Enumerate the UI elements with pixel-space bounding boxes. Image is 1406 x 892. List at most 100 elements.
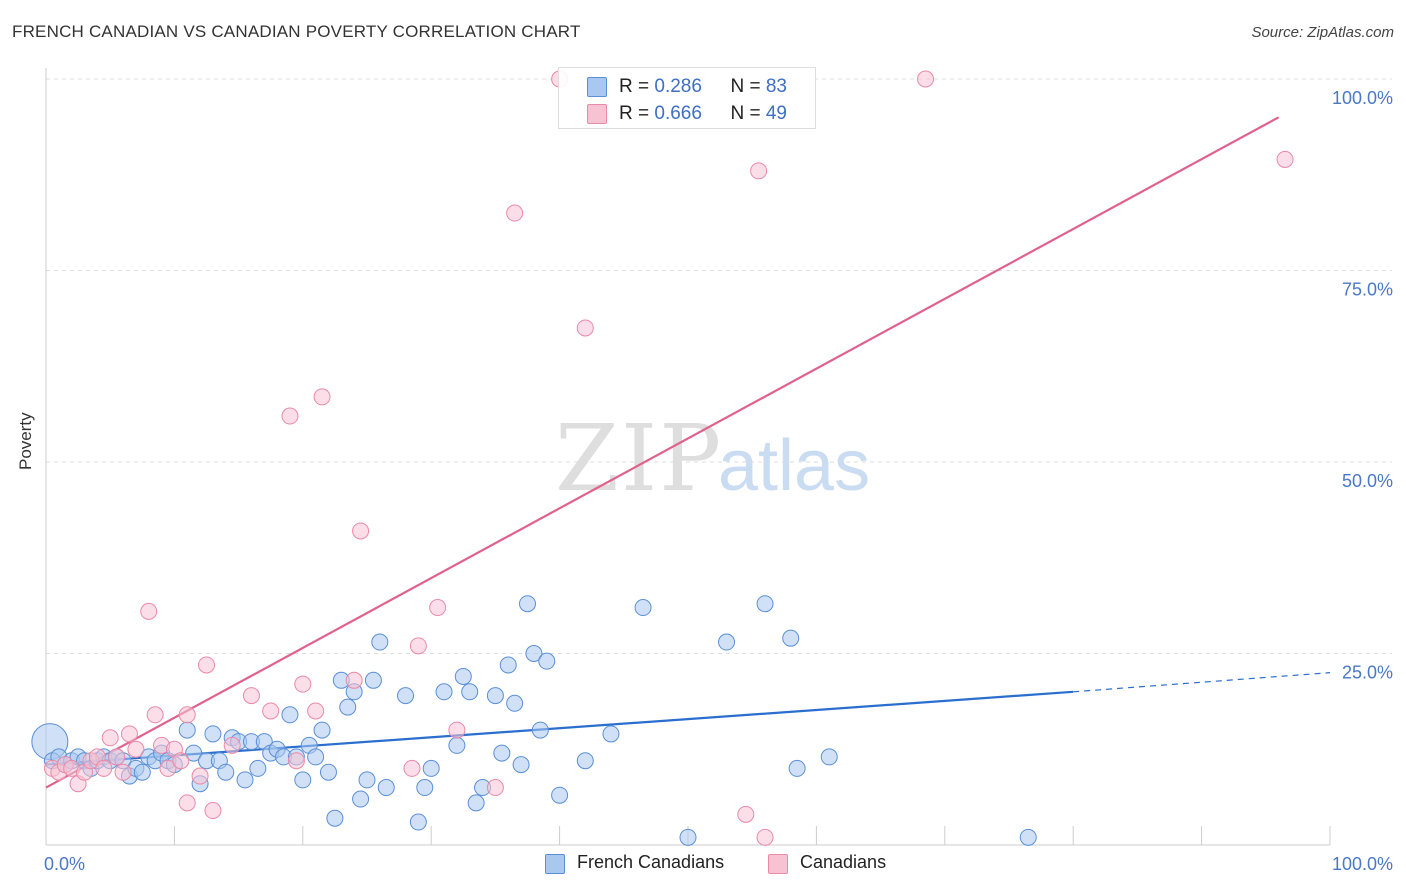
canadians-point <box>101 729 119 747</box>
canadians-point <box>127 740 145 758</box>
canadians-point <box>345 671 363 689</box>
french-canadians-point <box>319 763 337 781</box>
french-canadians-point <box>326 809 344 827</box>
french-canadians-point <box>364 671 382 689</box>
french-canadians-point <box>782 629 800 647</box>
french-canadians-point <box>397 687 415 705</box>
legend-row-french-canadians: R = 0.286 N = 83 <box>619 76 787 100</box>
canadians-point <box>750 162 768 180</box>
french-canadians-point <box>454 667 472 685</box>
source-label: Source: ZipAtlas.com <box>1251 24 1394 41</box>
french-canadians-point <box>178 721 196 739</box>
canadians-point <box>917 70 935 88</box>
french-canadians-point <box>519 595 536 613</box>
legend-swatch-pink <box>587 104 607 124</box>
canadians-point <box>120 725 138 743</box>
french-canadians-point <box>185 744 203 762</box>
french-canadians-point <box>377 779 395 797</box>
legend-n-value: 49 <box>765 103 787 124</box>
canadians-point <box>178 706 196 724</box>
canadians-point <box>262 702 280 720</box>
french-canadians-trend-extension <box>1073 672 1331 693</box>
canadians-point <box>756 828 774 846</box>
canadians-point <box>506 204 524 222</box>
french-canadians-point <box>133 763 151 781</box>
canadians-point <box>294 675 312 693</box>
canadians-point <box>242 687 260 705</box>
canadians-point <box>313 388 331 406</box>
legend-r-label: R = <box>619 103 655 124</box>
french-canadians-point <box>512 756 530 774</box>
legend-row-canadians: R = 0.666 N = 49 <box>619 103 787 127</box>
french-canadians-point <box>281 706 299 724</box>
legend-n-label: N = <box>730 103 766 124</box>
watermark-zip: ZIP <box>555 405 723 512</box>
canadians-point <box>178 794 196 812</box>
french-canadians-point <box>634 599 652 617</box>
french-canadians-point <box>679 828 697 846</box>
french-canadians-point <box>1019 828 1037 846</box>
bottom-legend-label: French Canadians <box>577 852 725 872</box>
french-canadians-point <box>576 752 594 770</box>
y-tick-label: 25.0% <box>1342 663 1393 683</box>
french-canadians-point <box>461 683 479 701</box>
french-canadians-point <box>358 771 376 789</box>
french-canadians-point <box>339 698 357 716</box>
canadians-point <box>281 407 299 425</box>
x-tick-label: 0.0% <box>44 854 85 874</box>
french-canadians-point <box>313 721 331 739</box>
canadians-point <box>737 805 755 823</box>
french-canadians-point <box>499 656 517 674</box>
legend-r-label: R = <box>619 76 655 97</box>
french-canadians-point <box>307 748 325 766</box>
canadians-point <box>307 702 325 720</box>
french-canadians-point <box>602 725 620 743</box>
canadians-point <box>409 637 427 655</box>
canadians-point <box>448 721 466 739</box>
french-canadians-point <box>294 771 312 789</box>
canadians-point <box>1276 150 1294 168</box>
canadians-point <box>114 763 132 781</box>
french-canadians-point <box>448 736 466 754</box>
french-canadians-point <box>204 725 222 743</box>
canadians-point <box>172 752 190 770</box>
french-canadians-point <box>718 633 736 651</box>
bottom-legend-label: Canadians <box>800 852 887 872</box>
french-canadians-point <box>409 813 427 831</box>
y-tick-label: 50.0% <box>1342 471 1393 491</box>
trend-lines <box>45 116 1331 789</box>
chart-title: FRENCH CANADIAN VS CANADIAN POVERTY CORR… <box>12 22 581 41</box>
canadians-point <box>95 759 113 777</box>
french-canadians-point <box>493 744 511 762</box>
french-canadians-point <box>820 748 838 766</box>
canadians-point <box>198 656 215 674</box>
french-canadians-point <box>486 687 504 705</box>
legend-r-value: 0.666 <box>654 103 702 124</box>
bottom-legend-swatch-blue <box>545 854 565 874</box>
bottom-legend-swatch-pink <box>768 854 788 874</box>
canadians-point <box>204 802 222 820</box>
y-axis-title: Poverty <box>16 412 35 470</box>
french-canadians-point <box>352 790 370 808</box>
french-canadians-trend-line <box>45 690 1074 766</box>
correlation-legend: R = 0.286 N = 83 R = 0.666 N = 49 <box>558 67 816 129</box>
canadians-point <box>146 706 164 724</box>
canadians-point <box>576 319 594 337</box>
canadians-point <box>159 759 177 777</box>
canadians-point <box>223 736 241 754</box>
french-canadians-point <box>217 763 235 781</box>
french-canadians-point <box>371 633 389 651</box>
french-canadians-point <box>538 652 556 670</box>
canadians-trend-line <box>45 116 1280 789</box>
legend-n-value: 83 <box>765 76 787 97</box>
canadians-point <box>429 599 447 617</box>
french-canadians-point <box>236 771 254 789</box>
french-canadians-point <box>506 694 524 712</box>
canadians-point <box>108 748 126 766</box>
tick-labels: 100.0% 75.0% 50.0% 25.0% 0.0% 100.0% <box>44 88 1393 874</box>
canadians-point <box>191 767 209 785</box>
watermark: ZIP atlas <box>555 405 870 512</box>
legend-swatch-blue <box>587 77 607 97</box>
watermark-atlas: atlas <box>718 426 870 506</box>
